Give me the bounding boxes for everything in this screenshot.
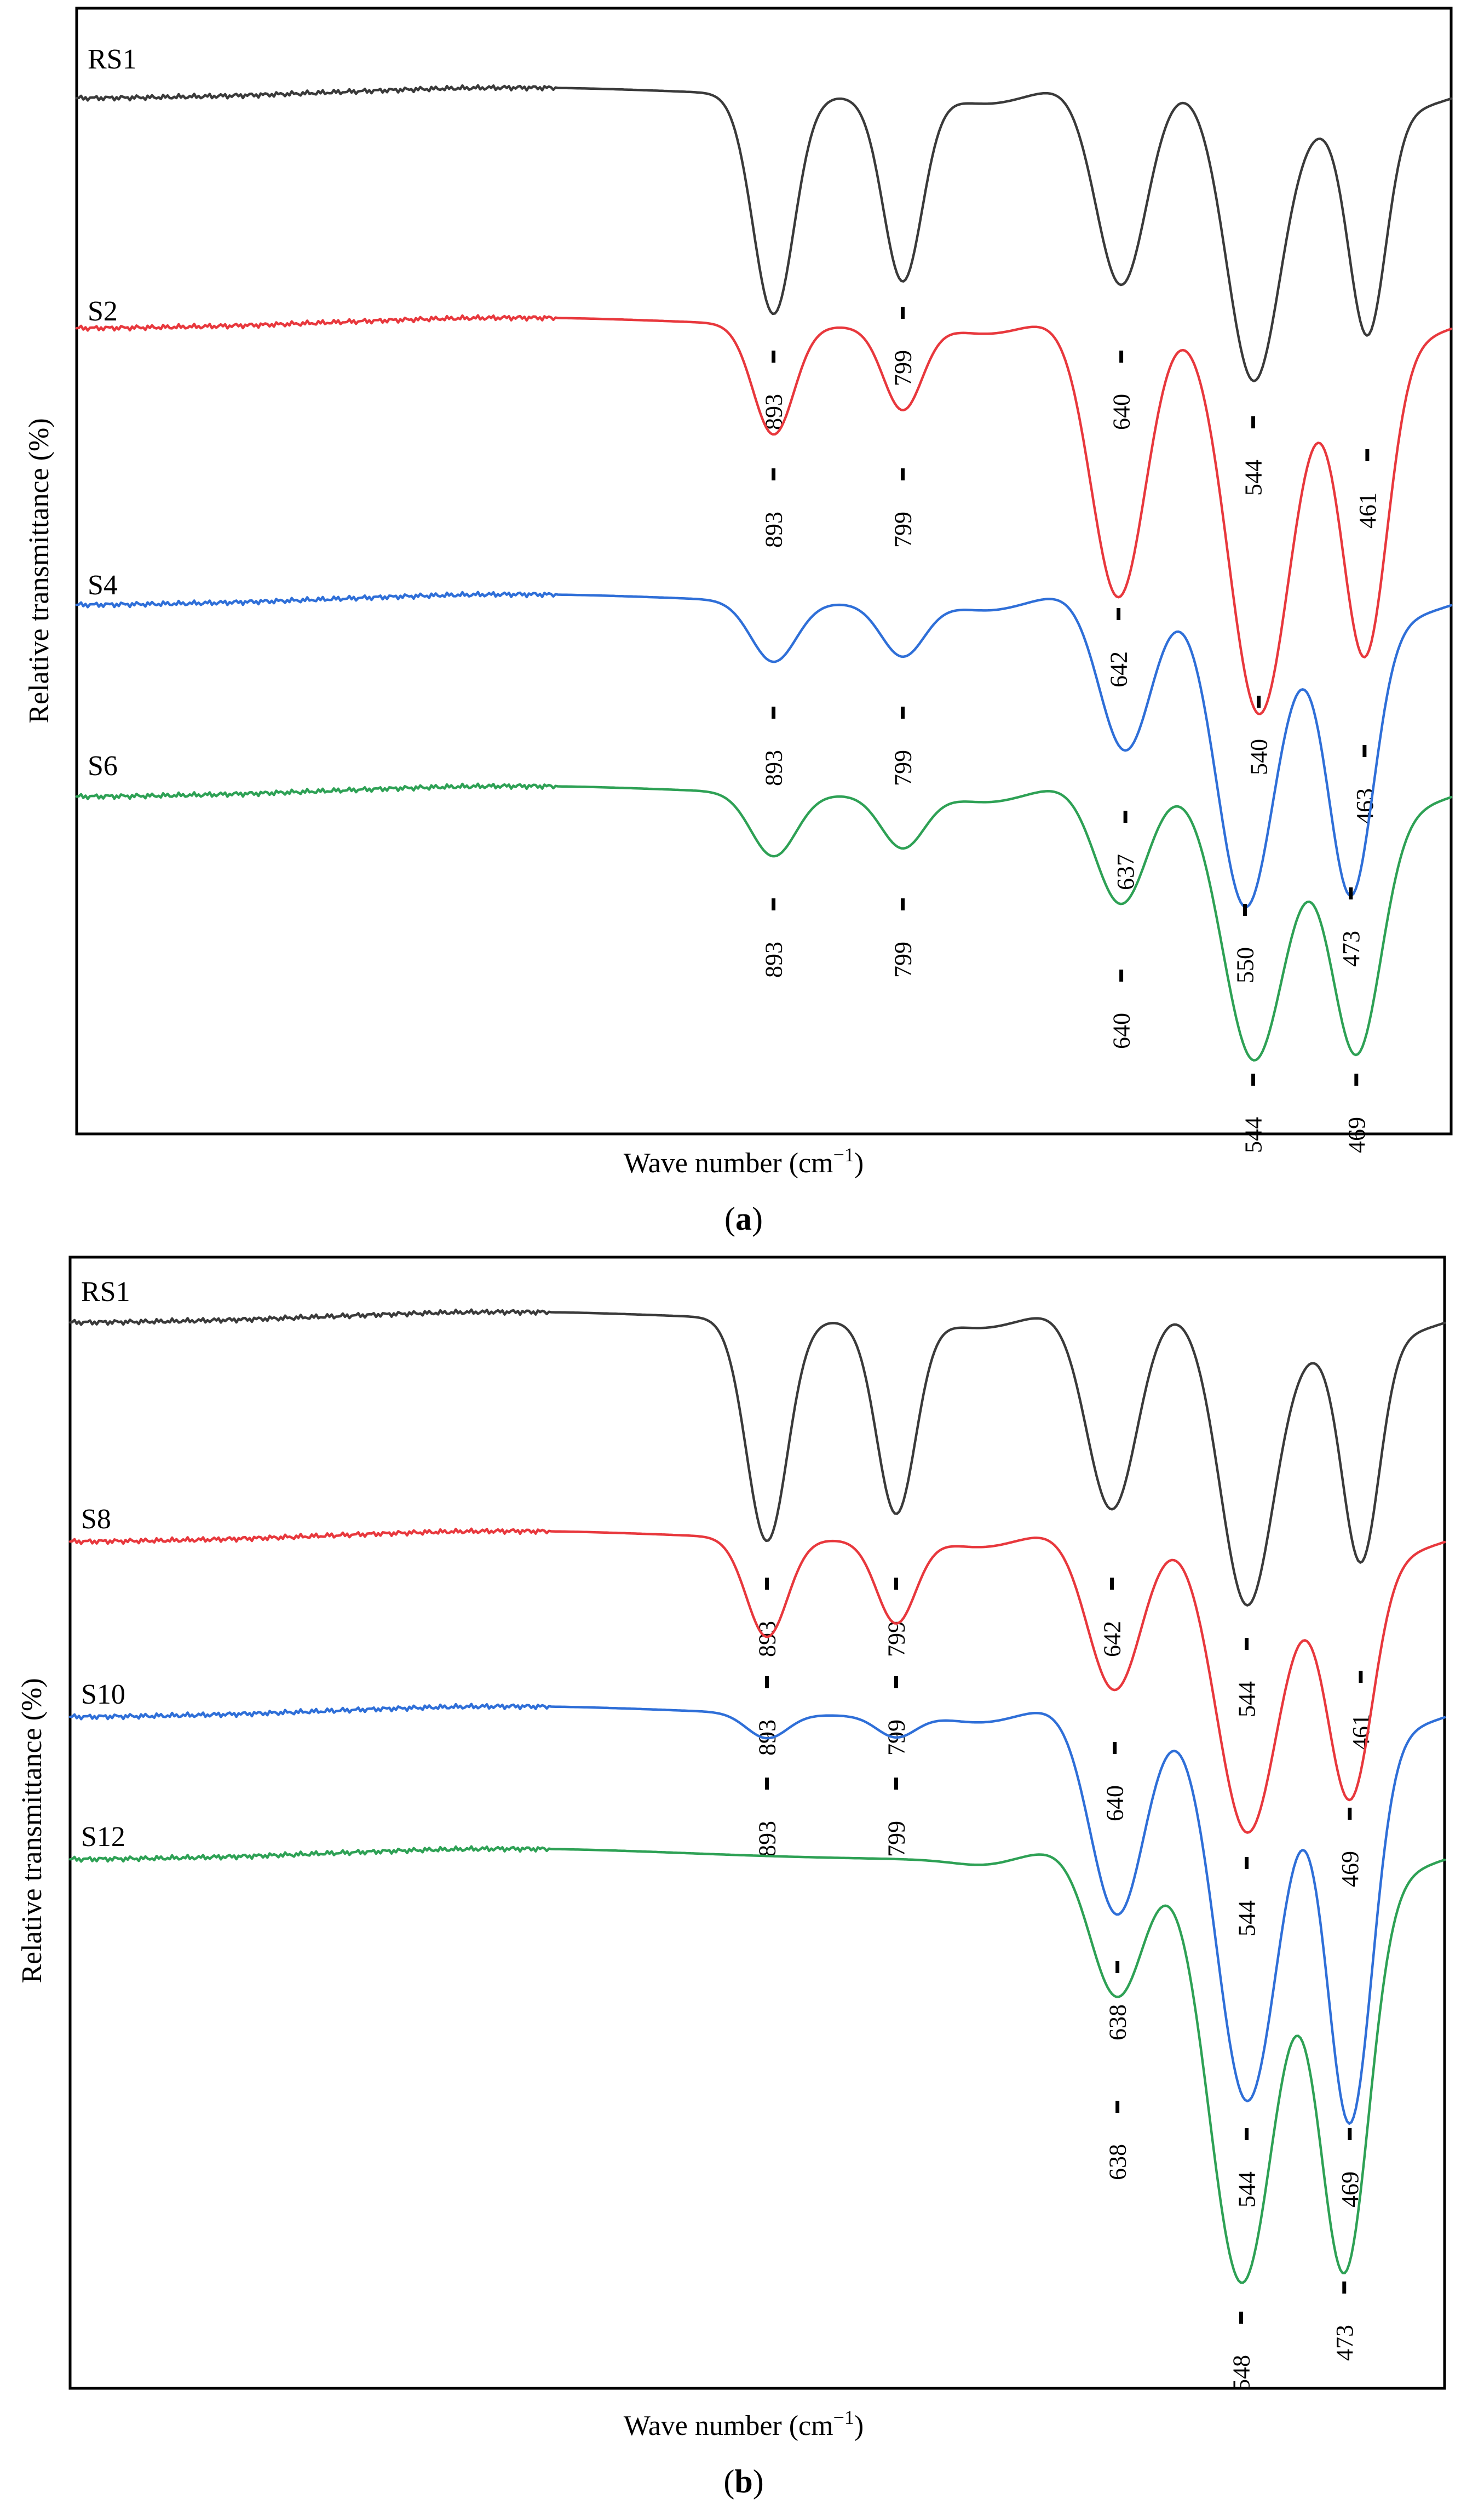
series-label: RS1	[81, 1276, 130, 1308]
panel-a: RS1 893 799 640 544 461 S2 893 799 642 540 463 S4 893…	[24, 7, 1453, 1237]
peak-label: 637	[1112, 854, 1139, 890]
peak-label: 544	[1240, 1117, 1267, 1153]
series-label: RS1	[88, 44, 137, 75]
peak-label: 799	[890, 942, 917, 978]
peak-label: 548	[1228, 2355, 1255, 2391]
spectrum-line	[75, 314, 1453, 715]
peak-label: 461	[1354, 492, 1381, 529]
peak-label: 463	[1351, 788, 1378, 824]
peak-label: 893	[761, 750, 787, 786]
spectrum-line	[75, 84, 1453, 382]
peak-label: 473	[1331, 2325, 1358, 2361]
series-label: S2	[88, 296, 118, 327]
peak-label: 799	[890, 750, 917, 786]
plot-frame	[75, 7, 1453, 1136]
peak-label: 473	[1338, 931, 1365, 967]
x-axis-label: Wave number (cm−1)	[624, 1144, 864, 1179]
peak-label: 893	[754, 1821, 781, 1857]
series-s8: S8 893 799 640 544 469	[68, 1504, 1446, 1936]
series-label: S4	[88, 570, 118, 601]
peak-label: 550	[1232, 947, 1259, 983]
peak-label: 893	[761, 512, 787, 548]
peak-label: 642	[1106, 651, 1132, 687]
series-label: S8	[81, 1504, 111, 1535]
peak-label: 799	[890, 512, 917, 548]
spectrum-line	[75, 782, 1453, 1062]
panel-caption: (b)	[723, 2463, 763, 2500]
spectrum-line	[68, 1308, 1446, 1607]
peak-label: 799	[883, 1821, 910, 1857]
peak-label: 638	[1105, 2144, 1131, 2180]
peak-label: 640	[1102, 1785, 1129, 1821]
peak-label: 544	[1234, 2171, 1261, 2208]
series-label: S12	[81, 1821, 125, 1853]
y-axis-label: Relative transmittance (%)	[16, 1678, 48, 1983]
peak-label: 638	[1105, 2004, 1131, 2040]
spectrum-line	[75, 591, 1453, 908]
peak-label: 469	[1337, 1851, 1364, 1887]
peak-label: 799	[883, 1621, 910, 1657]
peak-label: 642	[1099, 1621, 1126, 1657]
peak-label: 544	[1240, 460, 1267, 496]
spectrum-line	[68, 1845, 1446, 2284]
spectrum-line	[68, 1703, 1446, 2125]
series-s12: S12 638 548 473	[68, 1821, 1446, 2391]
peak-label: 893	[761, 942, 787, 978]
peak-label: 540	[1246, 739, 1273, 775]
peak-label: 640	[1108, 394, 1135, 430]
series-label: S10	[81, 1679, 125, 1710]
peak-label: 640	[1108, 1013, 1135, 1049]
peak-label: 469	[1343, 1117, 1370, 1153]
y-axis-label: Relative transmittance (%)	[24, 418, 55, 723]
peak-label: 799	[890, 350, 917, 386]
spectrum-line	[68, 1527, 1446, 1834]
series-s10: S10 893 799 638 544 469	[68, 1679, 1446, 2208]
plot-frame	[68, 1256, 1446, 2390]
series-label: S6	[88, 750, 118, 782]
peak-label: 544	[1234, 1681, 1261, 1717]
peak-label: 544	[1234, 1900, 1261, 1936]
panel-caption: (a)	[724, 1201, 763, 1237]
x-axis-label: Wave number (cm−1)	[624, 2406, 864, 2441]
series-s4: S4 893 799 637 550 473	[75, 570, 1453, 983]
series-s6: S6 893 799 640 544 469	[75, 750, 1453, 1153]
series-s2: S2 893 799 642 540 463	[75, 296, 1453, 824]
